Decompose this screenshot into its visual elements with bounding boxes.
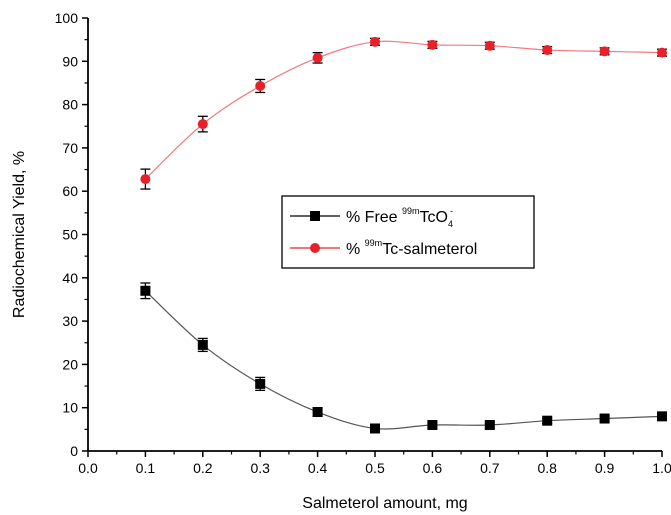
legend-box	[281, 195, 535, 269]
legend-text-main: Tc-salmeterol	[382, 241, 477, 258]
legend-text-prefix: %	[346, 241, 365, 258]
data-point-free-tco4	[484, 420, 495, 431]
data-point-tc-salmeterol	[542, 45, 553, 56]
x-tick-label: 0.6	[423, 460, 443, 476]
data-point-free-tco4	[370, 423, 380, 434]
y-tick-label: 100	[55, 10, 79, 26]
x-tick-label: 0.7	[480, 460, 500, 476]
data-point-tc-salmeterol	[140, 174, 151, 185]
data-point-tc-salmeterol	[484, 40, 495, 51]
data-point-tc-salmeterol	[312, 52, 323, 63]
data-point-tc-salmeterol	[197, 119, 208, 130]
legend-superscript: -	[450, 206, 453, 216]
y-tick-label: 30	[62, 313, 78, 329]
data-point-free-tco4	[542, 415, 553, 426]
data-point-tc-salmeterol	[657, 47, 667, 58]
legend-label-tc-salmeterol: % 99mTc-salmeterol	[346, 238, 477, 258]
legend-superscript: 99m	[402, 206, 420, 216]
data-point-tc-salmeterol	[370, 36, 380, 47]
data-point-free-tco4	[427, 420, 438, 431]
x-tick-label: 0.1	[136, 460, 156, 476]
series-line-free-tco4	[144, 290, 663, 430]
x-tick-label: 0.2	[193, 460, 213, 476]
series-line-tc-salmeterol	[144, 40, 663, 180]
x-axis-title: Salmeterol amount, mg	[302, 495, 467, 512]
y-tick-label: 20	[62, 356, 78, 372]
x-tick-label: 0.9	[595, 460, 615, 476]
y-tick-label: 90	[62, 53, 78, 69]
y-tick-label: 50	[62, 227, 78, 243]
data-point-free-tco4	[599, 413, 610, 424]
data-point-free-tco4	[312, 407, 323, 418]
y-tick-label: 0	[70, 443, 78, 459]
x-tick-label: 0.0	[78, 460, 98, 476]
x-tick-label: 0.4	[308, 460, 328, 476]
y-tick-label: 60	[62, 183, 78, 199]
legend-subscript: 4	[448, 219, 453, 229]
data-point-free-tco4	[255, 378, 266, 389]
data-point-tc-salmeterol	[599, 46, 610, 57]
x-tick-label: 1.0	[652, 460, 671, 476]
x-tick-label: 0.5	[365, 460, 385, 476]
y-axis-title: Radiochemical Yield, %	[11, 151, 28, 318]
y-tick-label: 70	[62, 140, 78, 156]
data-point-tc-salmeterol	[427, 39, 438, 50]
data-point-free-tco4	[657, 411, 667, 422]
legend-label-free-tco4: % Free 99mTcO4 -	[346, 206, 453, 229]
data-point-free-tco4	[140, 285, 151, 296]
legend-marker-tc-salmeterol	[310, 243, 320, 253]
x-tick-label: 0.3	[250, 460, 270, 476]
legend-text-prefix: % Free	[346, 209, 402, 226]
data-point-free-tco4	[197, 339, 208, 350]
legend-superscript: 99m	[365, 238, 383, 248]
x-tick-label: 0.8	[537, 460, 557, 476]
y-tick-label: 10	[62, 400, 78, 416]
y-tick-label: 80	[62, 97, 78, 113]
legend-text-main: TcO	[420, 209, 448, 226]
legend-marker-free-tco4	[310, 211, 320, 221]
data-point-tc-salmeterol	[255, 80, 266, 91]
y-tick-label: 40	[62, 270, 78, 286]
